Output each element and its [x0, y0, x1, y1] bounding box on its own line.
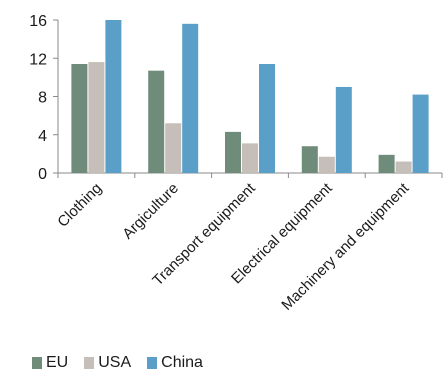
bar-eu-2: [225, 131, 241, 173]
bar-usa-3: [318, 156, 335, 173]
legend-swatch: [147, 357, 158, 369]
x-tick-label: Machinery and equipment: [278, 179, 413, 314]
bar-china-0: [105, 20, 122, 173]
legend-label: EU: [46, 354, 69, 371]
legend: EU USA China: [32, 354, 219, 372]
bar-usa-0: [88, 62, 105, 174]
bar-usa-2: [242, 143, 258, 173]
bar-china-4: [412, 94, 429, 173]
bar-china-1: [182, 23, 199, 174]
y-tick-label: 16: [29, 13, 47, 30]
bar-usa-4: [395, 161, 412, 173]
bar-china-2: [259, 63, 275, 173]
y-tick-label: 0: [38, 166, 47, 183]
y-tick-label: 4: [38, 128, 47, 145]
legend-item-usa: USA: [84, 354, 131, 372]
legend-swatch: [84, 357, 95, 369]
legend-item-eu: EU: [32, 354, 68, 372]
legend-swatch: [32, 357, 42, 369]
bars: [71, 20, 429, 174]
bar-eu-3: [301, 146, 318, 173]
bar-china-3: [335, 86, 352, 173]
y-tick-labels: 0 4 8 12 16: [29, 13, 47, 183]
bar-eu-4: [378, 154, 395, 173]
legend-label: China: [161, 354, 203, 371]
y-tick-label: 8: [38, 90, 47, 107]
legend-label: USA: [98, 354, 132, 371]
bar-usa-1: [165, 123, 182, 173]
x-tick-label: Argiculture: [119, 180, 182, 243]
bar-eu-1: [148, 70, 165, 173]
bar-eu-0: [71, 63, 88, 173]
legend-item-china: China: [147, 354, 203, 372]
x-tick-label: Clothing: [54, 180, 105, 231]
y-tick-label: 12: [29, 51, 47, 68]
